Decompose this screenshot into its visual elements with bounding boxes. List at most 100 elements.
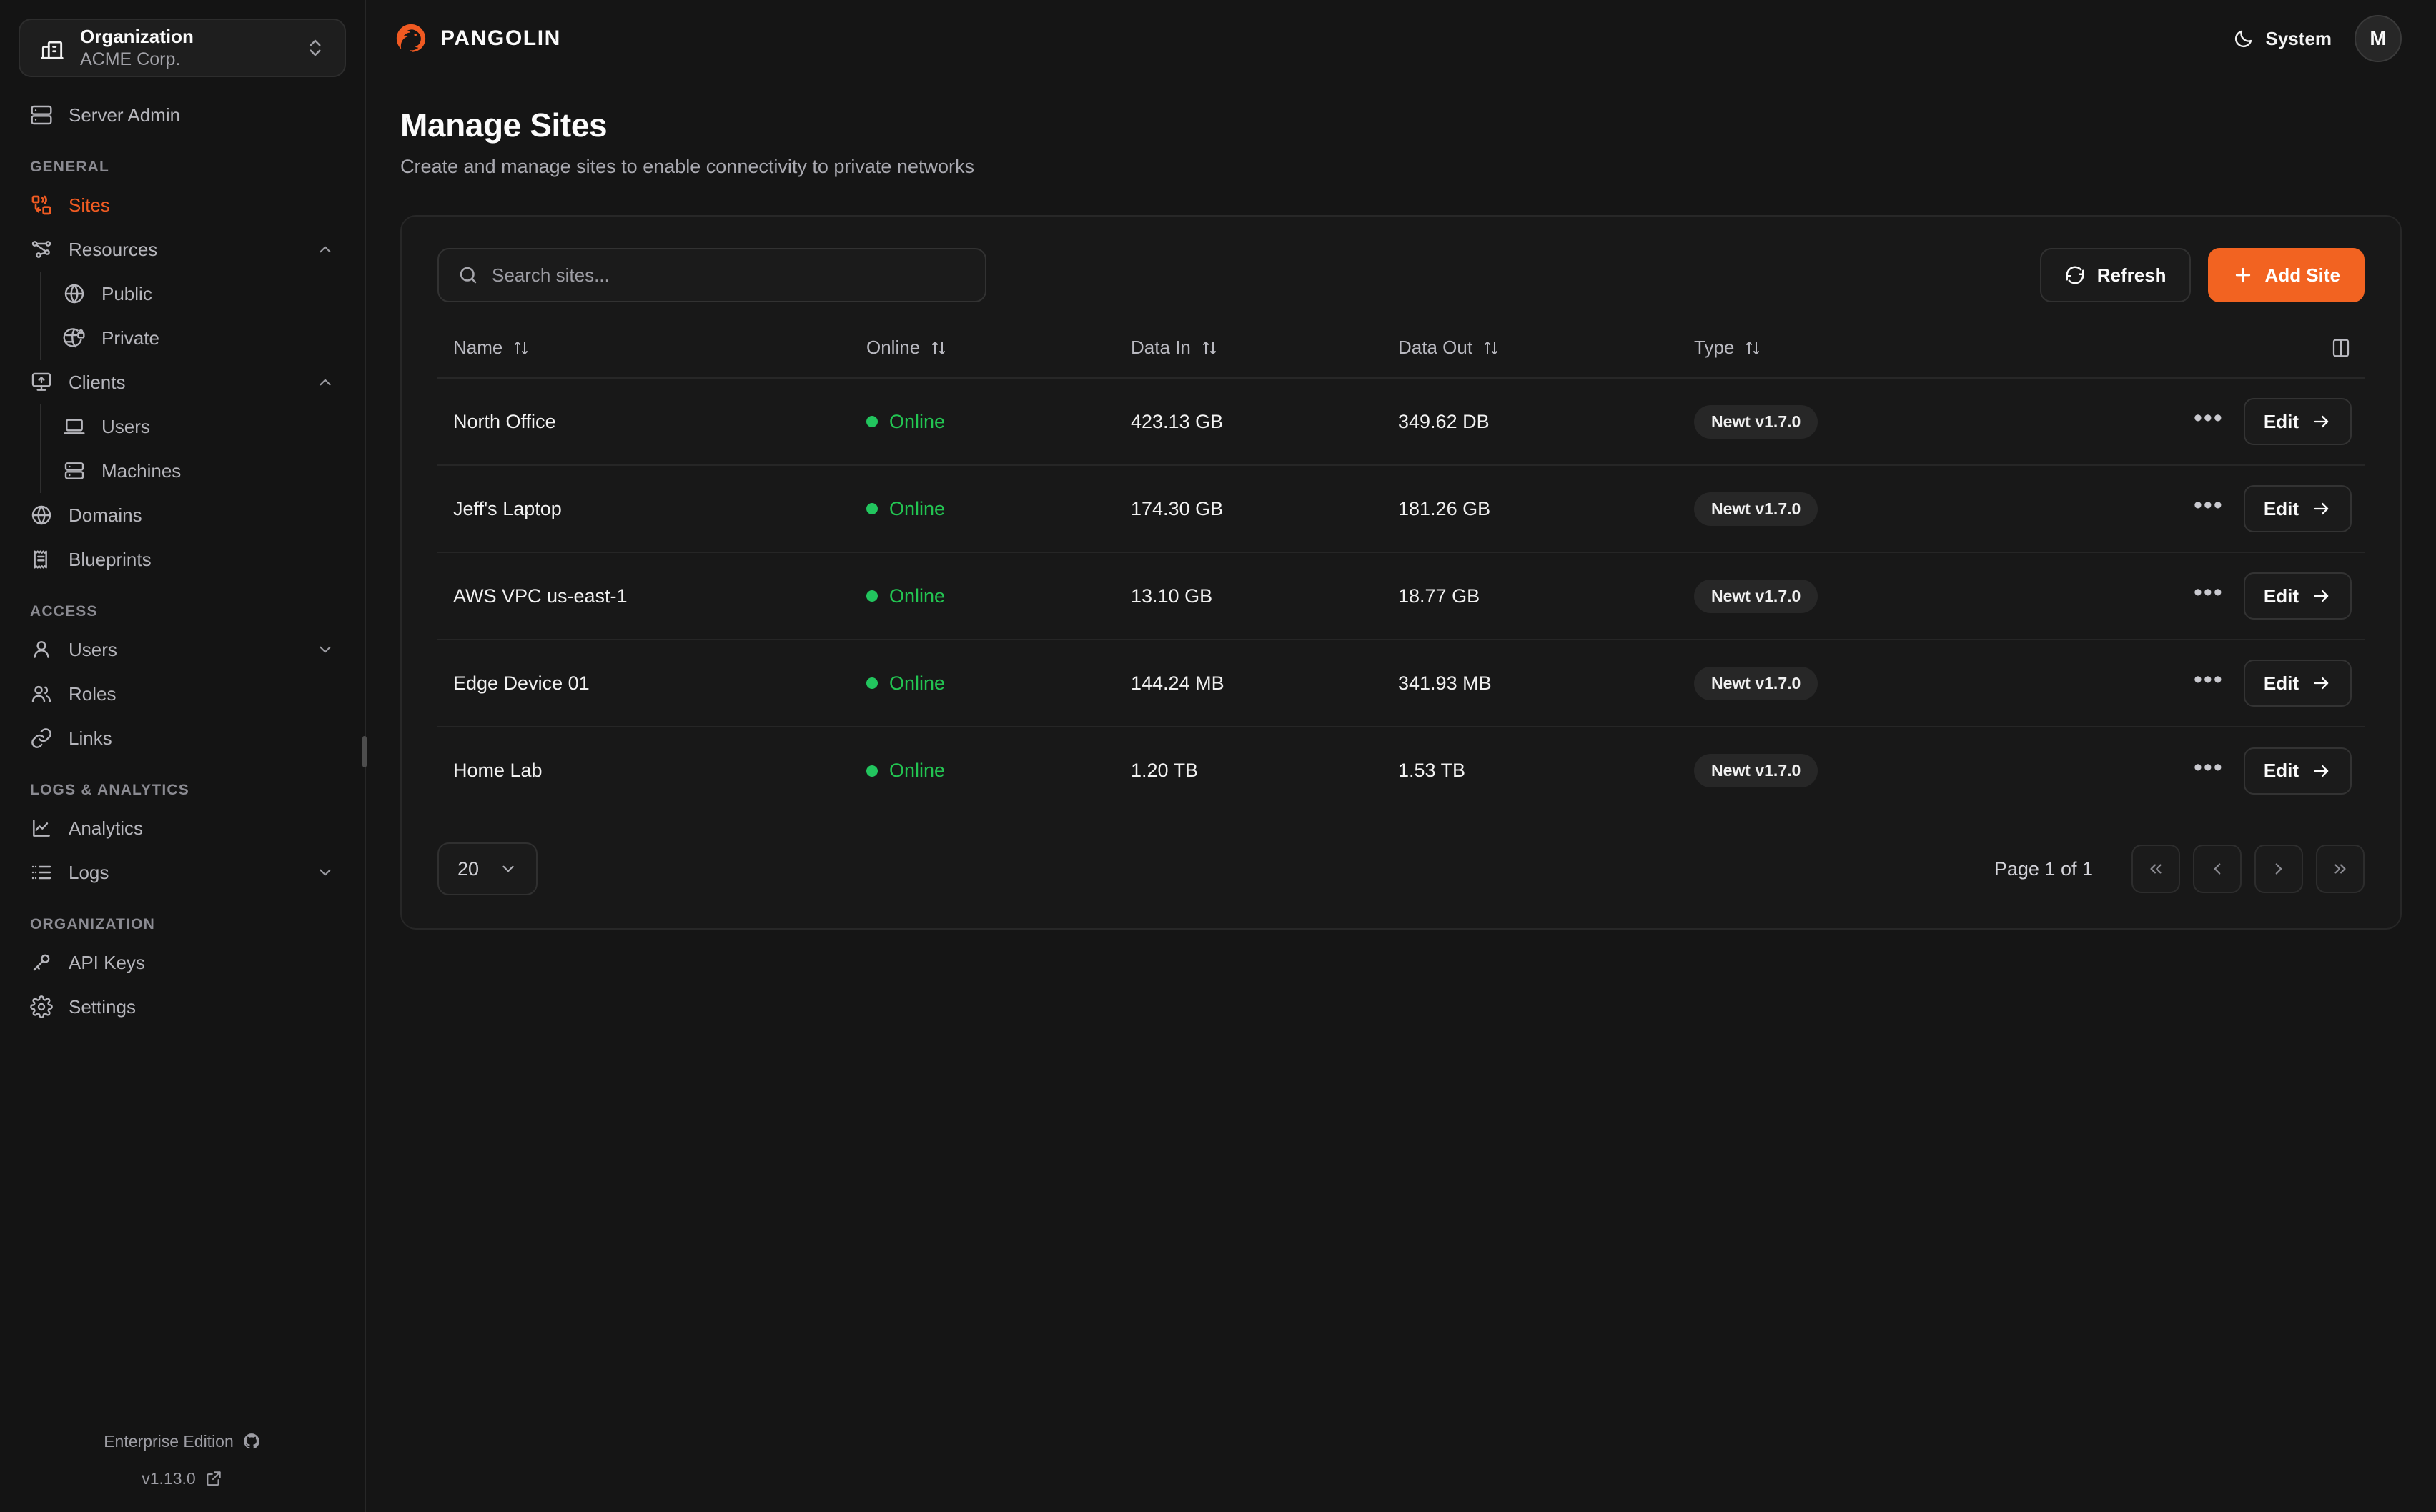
add-site-label: Add Site	[2264, 264, 2340, 286]
sort-arrows-icon[interactable]	[1201, 339, 1218, 357]
table-row[interactable]: Jeff's Laptop Online 174.30 GB 181.26 GB…	[437, 465, 2365, 553]
more-horizontal-icon[interactable]: •••	[2194, 579, 2224, 606]
sidebar-item-api-keys[interactable]: API Keys	[19, 940, 346, 985]
column-header-type[interactable]: Type	[1694, 327, 2066, 379]
sidebar-item-label: Blueprints	[69, 548, 152, 570]
avatar[interactable]: M	[2355, 15, 2402, 62]
sidebar-item-analytics[interactable]: Analytics	[19, 806, 346, 850]
cell-name: AWS VPC us-east-1	[437, 552, 866, 640]
page-indicator: Page 1 of 1	[1994, 857, 2093, 880]
chart-line-icon	[30, 817, 53, 840]
sidebar-item-sites[interactable]: Sites	[19, 183, 346, 227]
table-row[interactable]: Home Lab Online 1.20 TB 1.53 TB Newt v1.…	[437, 727, 2365, 814]
sidebar-item-label: Server Admin	[69, 104, 181, 126]
sort-arrows-icon[interactable]	[1482, 339, 1500, 357]
sites-icon	[30, 194, 53, 217]
plus-icon	[2232, 264, 2254, 286]
sort-arrows-icon[interactable]	[513, 339, 530, 357]
more-horizontal-icon[interactable]: •••	[2194, 492, 2224, 519]
cell-data-in: 144.24 MB	[1131, 640, 1398, 727]
chevron-down-icon	[499, 860, 518, 878]
sort-arrows-icon[interactable]	[1744, 339, 1761, 357]
edit-button[interactable]: Edit	[2243, 572, 2352, 620]
sidebar-section-logs-analytics: LOGS & ANALYTICS	[30, 782, 189, 798]
chevron-down-icon[interactable]	[316, 640, 335, 659]
sidebar-item-roles[interactable]: Roles	[19, 672, 346, 716]
sidebar-item-logs[interactable]: Logs	[19, 850, 346, 895]
sidebar-item-private[interactable]: Private	[51, 316, 346, 360]
sidebar-item-server-admin[interactable]: Server Admin	[19, 93, 346, 137]
edit-button[interactable]: Edit	[2243, 485, 2352, 532]
status-dot	[866, 503, 878, 514]
sidebar-item-clients[interactable]: Clients	[19, 360, 346, 404]
refresh-button[interactable]: Refresh	[2039, 248, 2191, 302]
more-horizontal-icon[interactable]: •••	[2194, 666, 2224, 693]
column-header-online[interactable]: Online	[866, 327, 1131, 379]
table-row[interactable]: Edge Device 01 Online 144.24 MB 341.93 M…	[437, 640, 2365, 727]
search-icon	[457, 264, 479, 286]
list-icon	[30, 861, 53, 884]
search-input[interactable]	[492, 264, 966, 287]
edit-button[interactable]: Edit	[2243, 398, 2352, 445]
type-badge: Newt v1.7.0	[1694, 404, 1818, 439]
cell-data-in: 13.10 GB	[1131, 552, 1398, 640]
add-site-button[interactable]: Add Site	[2207, 248, 2365, 302]
org-switcher[interactable]: Organization ACME Corp.	[19, 19, 346, 77]
server-icon	[63, 459, 86, 482]
search-sites-field[interactable]	[437, 248, 986, 302]
arrow-right-icon	[2312, 673, 2332, 693]
sidebar-item-blueprints[interactable]: Blueprints	[19, 537, 346, 582]
sites-card: Refresh Add Site Name	[400, 215, 2402, 930]
column-label: Name	[453, 337, 503, 358]
page-size-select[interactable]: 20	[437, 842, 538, 895]
pagination: 20 Page 1 of 1	[437, 842, 2365, 895]
sidebar-subnav-resources: Public Private	[40, 272, 346, 360]
cell-name: North Office	[437, 378, 866, 466]
version-label: v1.13.0	[142, 1468, 196, 1488]
sidebar-item-settings[interactable]: Settings	[19, 985, 346, 1029]
column-header-data-in[interactable]: Data In	[1131, 327, 1398, 379]
sidebar-item-label: Logs	[69, 861, 109, 883]
sidebar-resize-handle[interactable]	[362, 736, 367, 767]
column-header-data-out[interactable]: Data Out	[1398, 327, 1694, 379]
cell-online: Online	[866, 465, 1131, 553]
sort-arrows-icon[interactable]	[930, 339, 947, 357]
chevron-up-icon[interactable]	[316, 373, 335, 392]
sidebar-item-public[interactable]: Public	[51, 272, 346, 316]
table-row[interactable]: North Office Online 423.13 GB 349.62 DB …	[437, 378, 2365, 466]
chevron-up-down-icon[interactable]	[304, 37, 326, 59]
prev-page-button[interactable]	[2193, 845, 2242, 893]
cell-type: Newt v1.7.0	[1694, 552, 2066, 640]
more-horizontal-icon[interactable]: •••	[2194, 404, 2224, 432]
last-page-button[interactable]	[2316, 845, 2365, 893]
edition-row[interactable]: Enterprise Edition	[19, 1432, 346, 1451]
sidebar-item-resources[interactable]: Resources	[19, 227, 346, 272]
table-row[interactable]: AWS VPC us-east-1 Online 13.10 GB 18.77 …	[437, 552, 2365, 640]
github-icon[interactable]	[242, 1432, 261, 1451]
panel-columns-icon[interactable]	[2330, 337, 2352, 359]
arrow-right-icon	[2312, 761, 2332, 781]
cell-name: Edge Device 01	[437, 640, 866, 727]
brand[interactable]: PANGOLIN	[395, 22, 561, 55]
cell-data-out: 341.93 MB	[1398, 640, 1694, 727]
sidebar-item-users-clients[interactable]: Users	[51, 404, 346, 449]
more-horizontal-icon[interactable]: •••	[2194, 753, 2224, 781]
sidebar-item-users[interactable]: Users	[19, 627, 346, 672]
sidebar-section-organization: ORGANIZATION	[30, 916, 155, 932]
sidebar: Organization ACME Corp. Server Admin GEN…	[0, 0, 367, 1512]
chevron-up-icon[interactable]	[316, 240, 335, 259]
column-header-name[interactable]: Name	[437, 327, 866, 379]
edit-button[interactable]: Edit	[2243, 660, 2352, 707]
next-page-button[interactable]	[2254, 845, 2303, 893]
sidebar-item-links[interactable]: Links	[19, 716, 346, 760]
first-page-button[interactable]	[2132, 845, 2180, 893]
chevron-down-icon[interactable]	[316, 863, 335, 882]
edition-label: Enterprise Edition	[104, 1431, 234, 1451]
edit-button[interactable]: Edit	[2243, 747, 2352, 795]
cell-actions: ••• Edit	[2066, 640, 2365, 727]
sidebar-item-domains[interactable]: Domains	[19, 493, 346, 537]
sidebar-item-machines[interactable]: Machines	[51, 449, 346, 493]
theme-toggle[interactable]: System	[2233, 28, 2332, 50]
external-link-icon[interactable]	[204, 1469, 223, 1488]
version-row[interactable]: v1.13.0	[19, 1469, 346, 1488]
